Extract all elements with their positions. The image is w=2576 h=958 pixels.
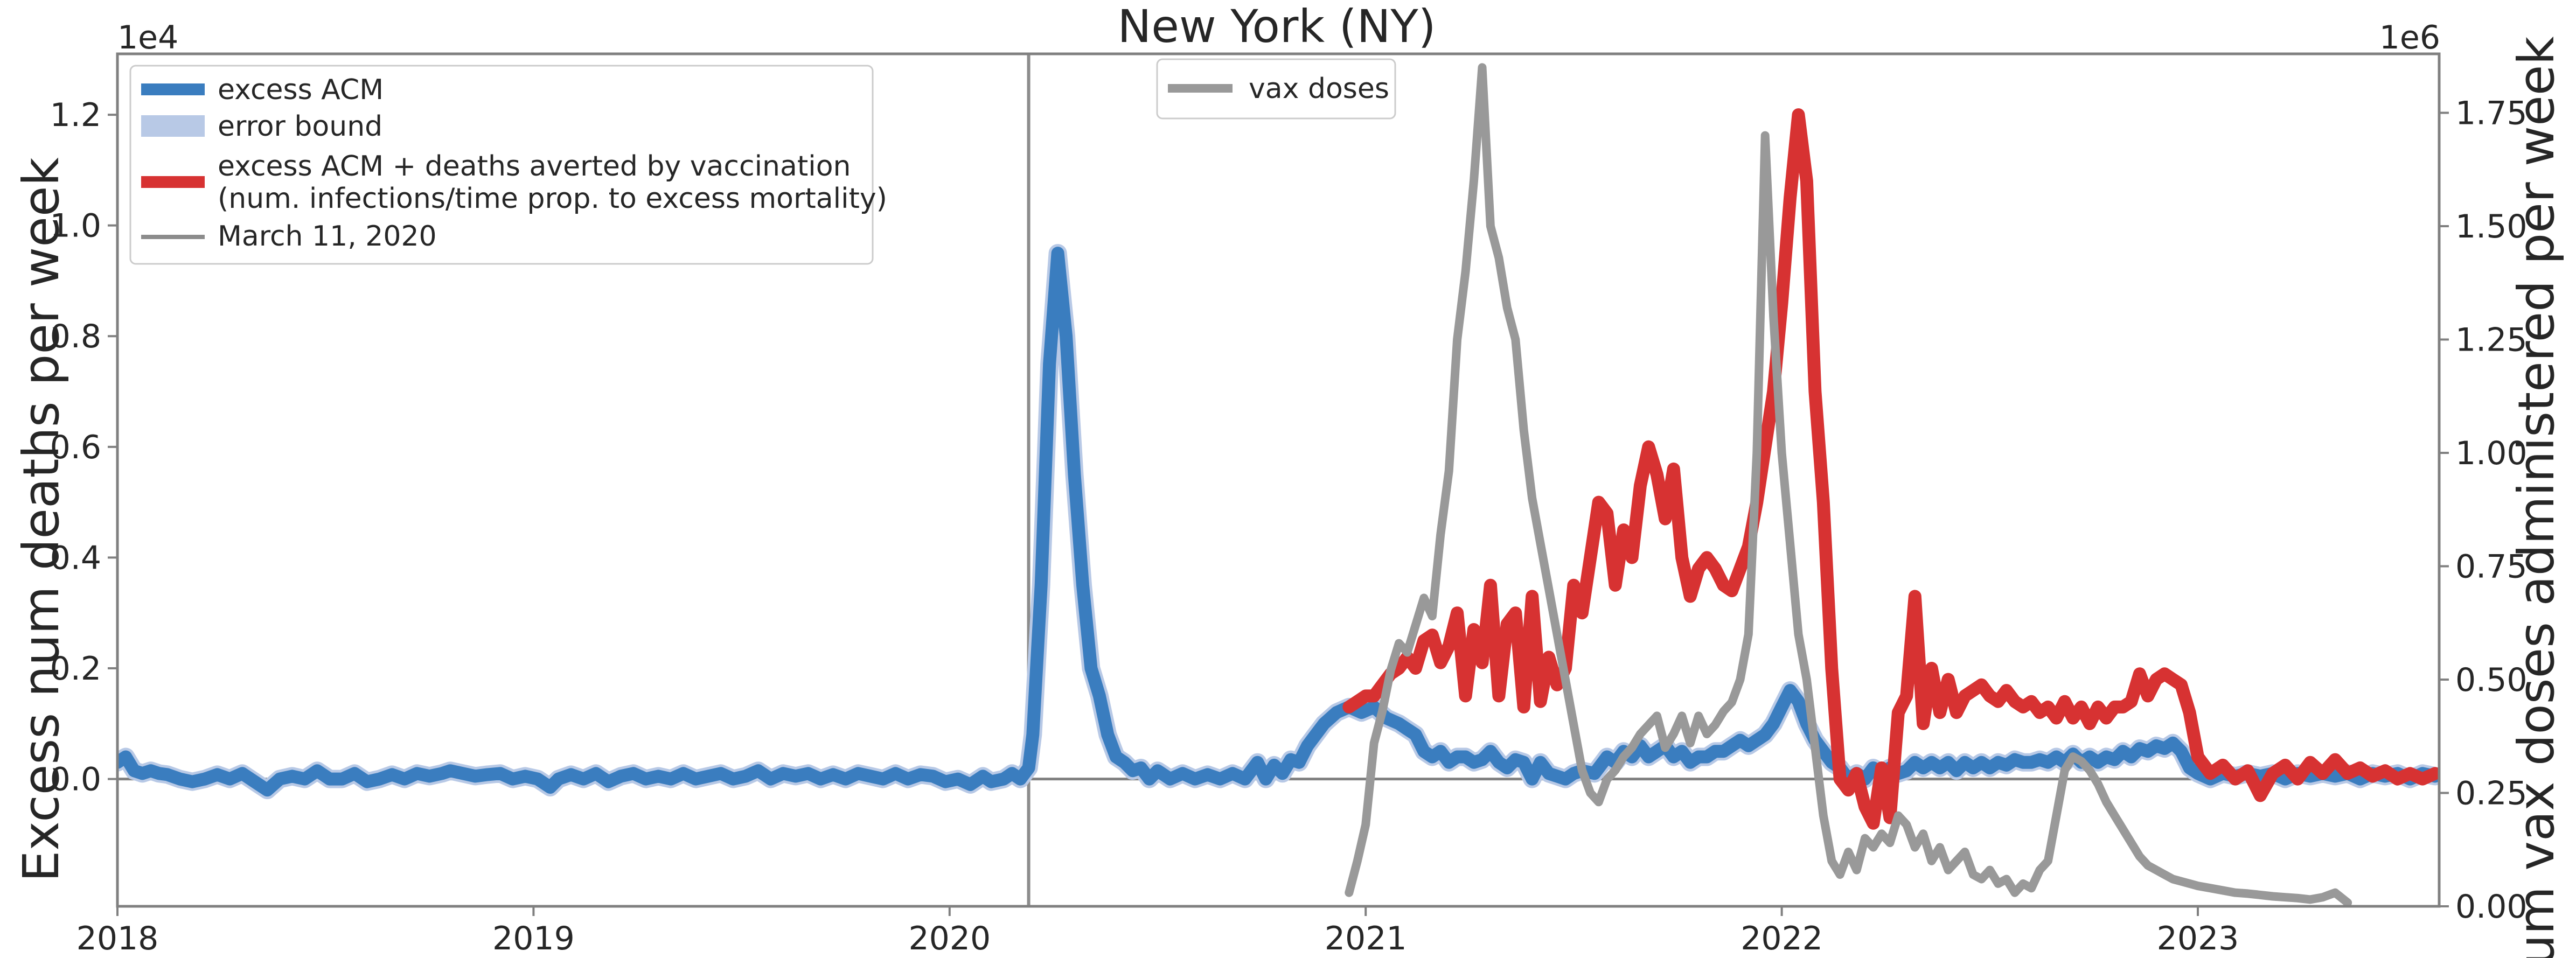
left-y-tick-label: 1.0	[50, 207, 101, 245]
legend-label-vax-doses: vax doses	[1249, 73, 1389, 105]
x-tick-label: 2022	[1740, 920, 1823, 957]
x-tick-label: 2021	[1325, 920, 1407, 957]
right-axis-label: Num vax doses administered per week	[2508, 36, 2565, 958]
left-y-tick-label: 0.2	[50, 650, 101, 688]
left-y-tick-label: 1.2	[50, 96, 101, 134]
x-tick-label: 2018	[76, 920, 159, 957]
plot-frame	[116, 52, 2441, 908]
left-y-tick-label: 0.0	[50, 761, 101, 799]
x-tick-label: 2019	[492, 920, 575, 957]
left-y-tick-label: 0.6	[50, 429, 101, 466]
legend-swatch-error-bound	[141, 115, 205, 137]
right-y-tick-label: 1.75	[2455, 94, 2528, 132]
legend-label-excess-plus-averted: excess ACM + deaths averted by vaccinati…	[218, 150, 851, 183]
right-y-tick-label: 0.50	[2455, 661, 2528, 699]
right-y-tick-label: 1.50	[2455, 208, 2528, 246]
chart-title: New York (NY)	[1117, 0, 1436, 53]
series-excess-acm	[117, 247, 2439, 797]
left-y-tick-label: 0.8	[50, 318, 101, 355]
legend-box-right	[1156, 58, 1396, 120]
legend-label-excess-plus-averted-line2: (num. infections/time prop. to excess mo…	[218, 183, 887, 215]
series-vax-doses	[1345, 63, 2352, 906]
right-y-tick-label: 1.00	[2455, 435, 2528, 472]
left-axis-label: Excess num deaths per week	[12, 157, 70, 882]
legend-label-excess-acm: excess ACM	[218, 74, 384, 106]
right-y-tick-label: 0.75	[2455, 548, 2528, 585]
plot-area	[117, 54, 2439, 906]
right-axis-scale-label: 1e6	[2379, 19, 2440, 57]
right-y-tick-label: 0.25	[2455, 774, 2528, 812]
right-y-tick-label: 0.00	[2455, 888, 2528, 926]
x-tick-label: 2023	[2157, 920, 2239, 957]
legend-box-left	[129, 65, 874, 265]
legend-label-march-11: March 11, 2020	[218, 220, 437, 253]
left-y-tick-label: 0.4	[50, 539, 101, 577]
left-axis-scale-label: 1e4	[117, 19, 178, 57]
x-tick-label: 2020	[908, 920, 991, 957]
legend-label-error-bound: error bound	[218, 110, 382, 143]
right-y-tick-label: 1.25	[2455, 321, 2528, 359]
series-excess-acm-deaths-averted-by-vaccination	[1342, 108, 2439, 830]
